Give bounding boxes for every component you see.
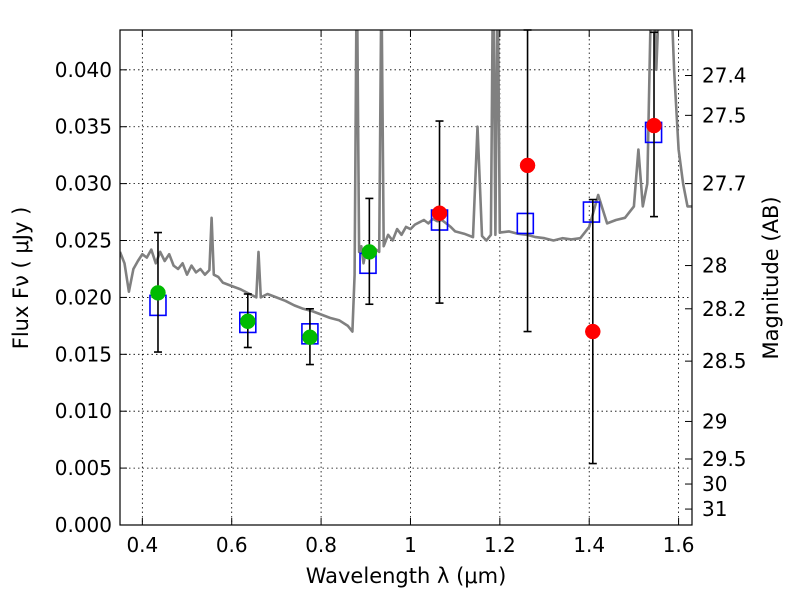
magnitude-tick-label: 29.5 — [702, 447, 747, 471]
observed-point — [646, 117, 662, 134]
y-tick-label: 0.040 — [55, 58, 112, 82]
magnitude-tick-label: 27.7 — [702, 172, 747, 196]
observed-point — [302, 329, 318, 345]
observed-points — [150, 117, 662, 345]
plot-frame — [119, 29, 693, 526]
observed-point — [240, 313, 256, 330]
observed-point — [361, 244, 378, 260]
magnitude-axis-label: Magnitude (AB) — [759, 196, 783, 359]
model-point-box — [582, 201, 601, 223]
y-tick-label: 0.000 — [55, 513, 112, 537]
x-tick-label: 1 — [404, 533, 417, 557]
x-axis-ticks: 0.4 0.6 0.8 1 1.2 1.4 1.6 — [126, 30, 695, 557]
x-tick-label: 0.4 — [126, 533, 158, 557]
y-tick-label: 0.015 — [55, 342, 112, 366]
y-tick-label: 0.005 — [55, 456, 112, 480]
plot-background — [120, 30, 692, 525]
x-tick-label: 1.6 — [663, 533, 695, 557]
magnitude-tick-label: 30 — [702, 472, 727, 496]
x-tick-label: 0.8 — [305, 533, 337, 557]
magnitude-tick-label: 28 — [702, 254, 727, 278]
y-tick-label: 0.030 — [55, 172, 112, 196]
x-tick-label: 1.4 — [573, 533, 605, 557]
y-tick-label: 0.035 — [55, 115, 112, 139]
observed-point — [585, 323, 601, 340]
x-axis-label: Wavelength λ (μm) — [306, 564, 507, 588]
x-tick-label: 0.6 — [216, 533, 248, 557]
observed-point — [431, 205, 448, 221]
magnitude-tick-label: 31 — [702, 497, 727, 521]
magnitude-tick-label: 27.5 — [702, 103, 747, 127]
y-tick-label: 0.010 — [55, 399, 112, 423]
model-point-box — [516, 212, 535, 235]
grid-lines — [120, 30, 692, 526]
y-tick-label: 0.025 — [55, 229, 112, 253]
y-axis-label: Flux Fν ( μJy ) — [9, 207, 33, 350]
magnitude-tick-label: 27.4 — [702, 64, 747, 88]
magnitude-tick-label: 28.2 — [702, 297, 747, 321]
magnitude-tick-label: 29 — [702, 409, 727, 433]
y-tick-label: 0.020 — [55, 285, 112, 309]
magnitude-tick-label: 28.5 — [702, 349, 747, 373]
observed-point — [150, 285, 166, 301]
x-tick-label: 1.2 — [484, 533, 516, 557]
y-axis-ticks: 0.000 0.005 0.010 0.015 0.020 0.025 0.030 0.035… — [55, 58, 127, 537]
observed-point — [519, 157, 536, 174]
